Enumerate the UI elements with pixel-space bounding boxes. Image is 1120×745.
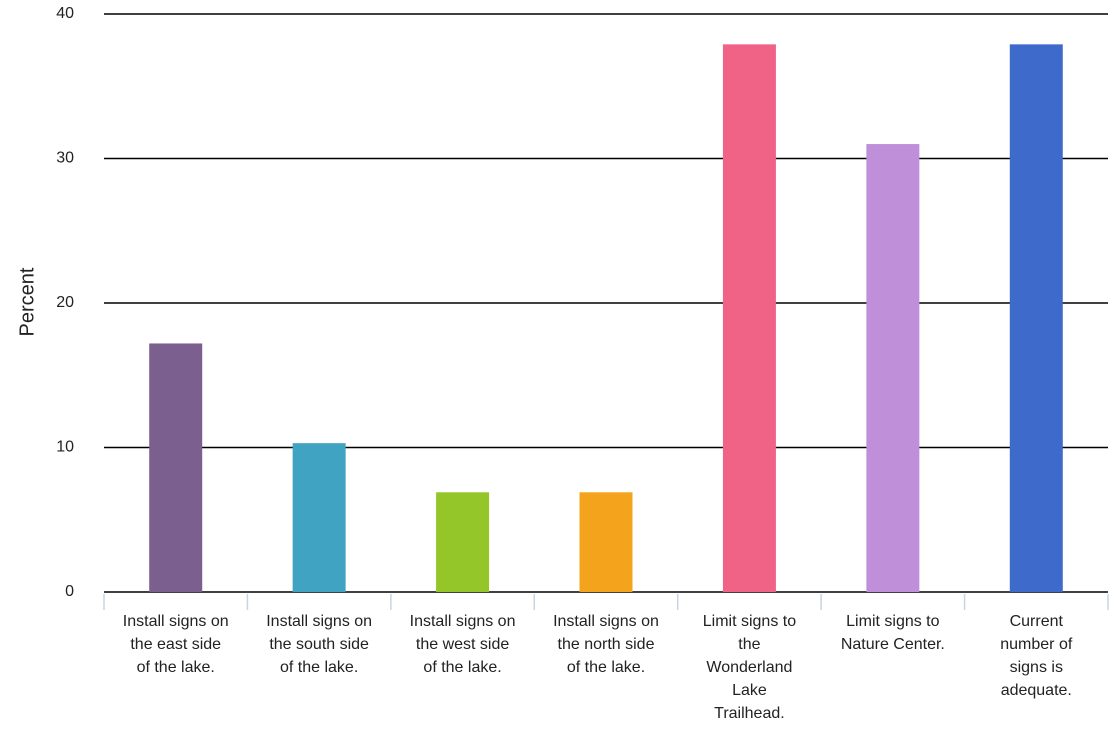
y-tick-label: 0	[65, 583, 74, 600]
bar	[866, 144, 920, 593]
bar	[292, 443, 346, 592]
x-category-label: Install signs on the south side of the lak…	[266, 613, 372, 676]
x-category-label: Install signs on the east side of the lake…	[123, 613, 229, 676]
y-tick-label: 30	[56, 150, 74, 167]
x-axis	[103, 594, 1109, 610]
y-tick-label: 20	[56, 294, 74, 311]
x-category-label: Current number of signs is adequate.	[1000, 613, 1073, 699]
y-axis-title: Percent	[16, 267, 38, 336]
bar	[1009, 44, 1063, 593]
bar	[579, 492, 633, 592]
bar	[722, 44, 776, 593]
bar	[149, 343, 203, 592]
y-tick-label: 10	[56, 439, 74, 456]
x-category-label: Limit signs to Nature Center.	[841, 613, 945, 653]
x-category-label: Limit signs to the Wonderland Lake Trailhead…	[703, 613, 796, 722]
y-axis-ticks: 0 10 20 30 40	[56, 5, 74, 600]
bars	[149, 44, 1063, 593]
gridlines	[104, 13, 1108, 593]
x-category-label: Install signs on the north side of the lak…	[553, 613, 659, 676]
y-tick-label: 40	[56, 5, 74, 22]
x-category-label: Install signs on the west side of the lake…	[410, 613, 516, 676]
x-axis-category-labels: Install signs on the east side of the lake…	[123, 613, 1073, 722]
bar	[436, 492, 490, 592]
